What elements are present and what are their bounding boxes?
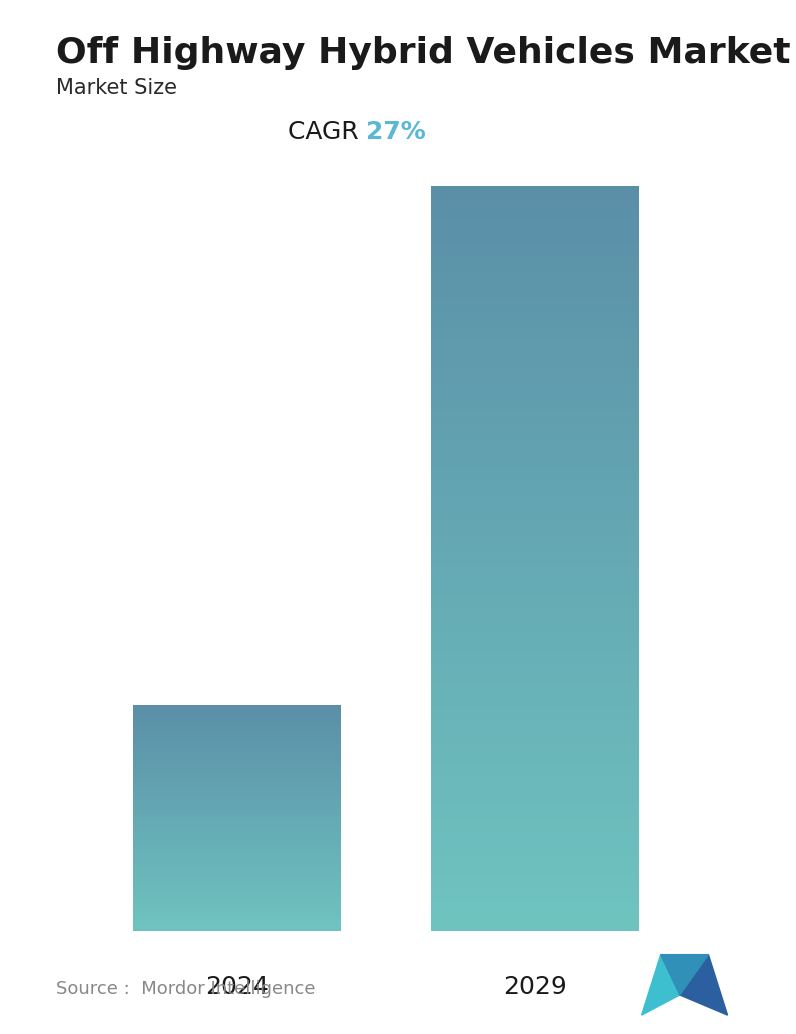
Text: Market Size: Market Size <box>56 78 177 97</box>
Text: 2024: 2024 <box>205 975 269 999</box>
Text: 27%: 27% <box>366 120 426 144</box>
Text: 2029: 2029 <box>503 975 567 999</box>
Text: Source :  Mordor Intelligence: Source : Mordor Intelligence <box>56 980 315 998</box>
Polygon shape <box>642 954 680 1015</box>
Polygon shape <box>680 954 728 1015</box>
Text: CAGR: CAGR <box>287 120 366 144</box>
Polygon shape <box>661 954 708 995</box>
Text: Off Highway Hybrid Vehicles Market: Off Highway Hybrid Vehicles Market <box>56 36 790 70</box>
